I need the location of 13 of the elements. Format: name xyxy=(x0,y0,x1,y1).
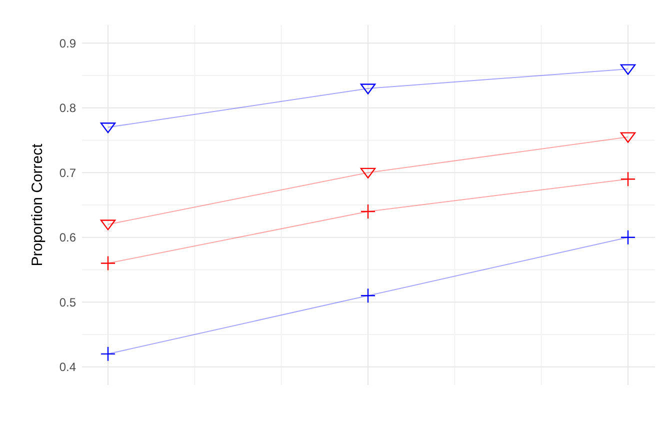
y-axis-title: Proportion Correct xyxy=(29,142,46,266)
point xyxy=(620,230,636,245)
point xyxy=(360,288,376,304)
y-tick-label: 0.8 xyxy=(59,101,76,116)
point xyxy=(360,204,376,220)
point xyxy=(100,346,116,362)
y-tick-label: 0.4 xyxy=(59,360,76,374)
point xyxy=(620,172,636,187)
y-tick-label: 0.7 xyxy=(59,166,76,180)
y-tick-label: 0.6 xyxy=(59,230,76,245)
y-tick-label: 0.9 xyxy=(59,36,76,50)
point xyxy=(100,256,116,271)
y-tick-label: 0.5 xyxy=(59,295,76,310)
